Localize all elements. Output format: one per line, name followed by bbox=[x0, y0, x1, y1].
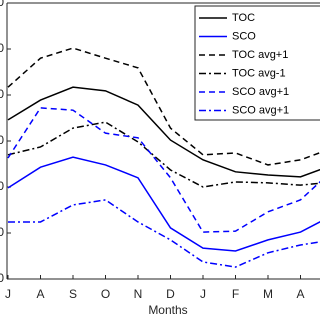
x-tick-label: A bbox=[36, 287, 44, 301]
series-line bbox=[7, 107, 320, 233]
x-tick-label: D bbox=[166, 287, 175, 301]
legend-label: SCO avg+1 bbox=[232, 104, 289, 116]
series-line bbox=[7, 121, 320, 188]
legend: TOC SCO TOC avg+1 TOC avg-1 SCO avg+1 SCO avg… bbox=[194, 5, 320, 121]
series-line bbox=[7, 86, 320, 178]
x-tick-label: F bbox=[232, 287, 239, 301]
legend-label: TOC avg-1 bbox=[232, 67, 286, 79]
y-tick-label: 0 bbox=[0, 271, 4, 285]
y-tick-label: 40 bbox=[0, 87, 4, 101]
y-tick-label: 60 bbox=[0, 0, 4, 9]
y-tick-label: 20 bbox=[0, 179, 4, 193]
legend-label: TOC avg+1 bbox=[232, 49, 288, 61]
series-line bbox=[8, 199, 320, 268]
legend-label: SCO avg+1 bbox=[232, 86, 289, 98]
x-tick-label: J bbox=[5, 287, 11, 301]
x-tick-label: A bbox=[296, 287, 304, 301]
series-line bbox=[7, 156, 320, 252]
x-axis-label: Months bbox=[148, 303, 187, 317]
x-tick-label: J bbox=[200, 287, 206, 301]
x-tick-label: O bbox=[101, 287, 110, 301]
x-tick-label: S bbox=[69, 287, 77, 301]
series-line bbox=[7, 47, 320, 166]
y-tick-label: 10 bbox=[0, 225, 4, 239]
plot-area bbox=[7, 47, 320, 268]
y-tick-label: 50 bbox=[0, 41, 4, 55]
x-tick-label: M bbox=[263, 287, 273, 301]
legend-label: SCO bbox=[232, 30, 256, 42]
legend-label: TOC bbox=[232, 12, 255, 24]
legend-box bbox=[194, 5, 320, 121]
x-tick-label: N bbox=[134, 287, 143, 301]
y-tick-label: 30 bbox=[0, 133, 4, 147]
